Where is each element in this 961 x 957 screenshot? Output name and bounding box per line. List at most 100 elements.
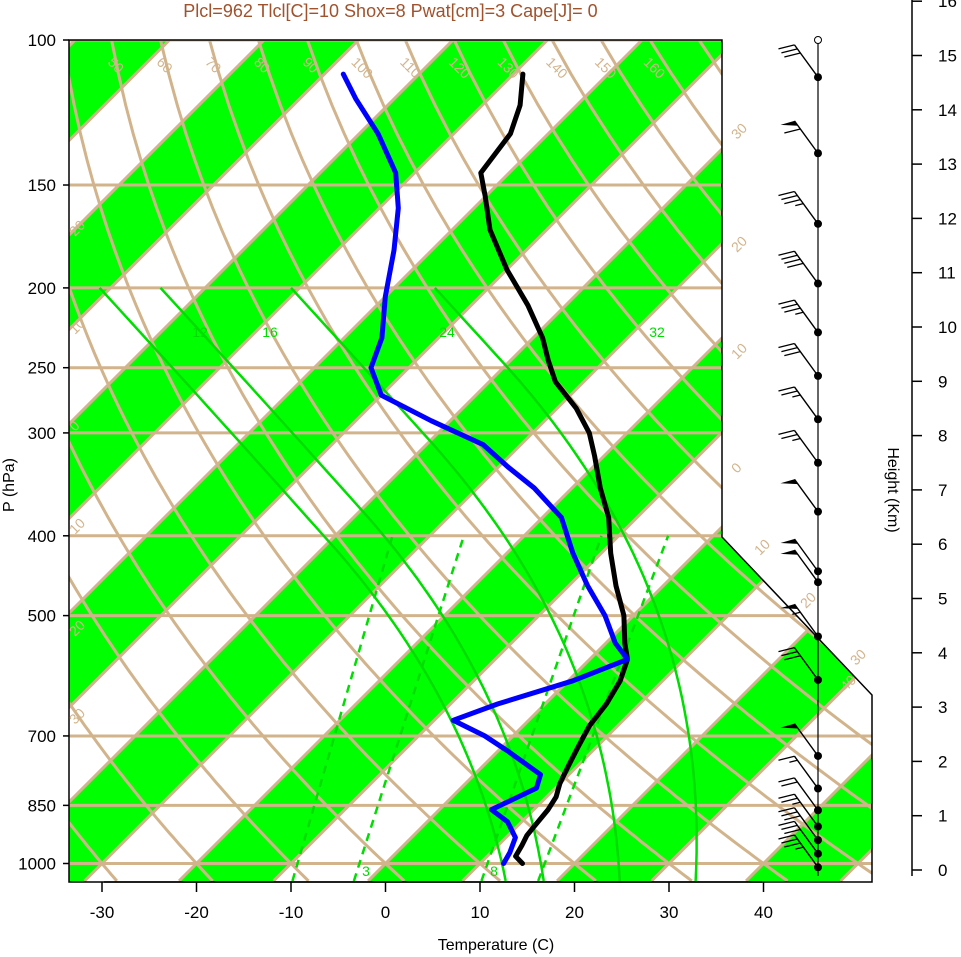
isotherm-line	[650, 40, 872, 882]
title-wrap: Plcl=962 Tlcl[C]=10 Shox=8 Pwat[cm]=3 Ca…	[0, 0, 961, 26]
dry-adiabat	[746, 40, 872, 882]
wind-barb-feather	[778, 834, 795, 840]
temperature-tick-label: -30	[90, 903, 115, 922]
pressure-tick-label: 700	[28, 727, 56, 746]
mixing-ratio-label: 24	[439, 324, 455, 340]
isotherm-line	[0, 2, 18, 881]
isotherm-label: 140	[543, 54, 571, 82]
wind-barb-staff	[793, 250, 819, 284]
wind-barb-feather	[781, 824, 798, 831]
wind-barb-feather	[781, 797, 798, 803]
wind-barb-flag	[780, 120, 798, 126]
wind-barb-feather	[781, 390, 798, 396]
height-tick-label: 1	[938, 807, 947, 826]
wind-barb-half-feather	[792, 437, 801, 442]
height-tick-label: 14	[938, 101, 957, 120]
wind-barb-flag	[780, 549, 798, 555]
pressure-tick-label: 500	[28, 607, 56, 626]
isotherm-band	[69, 40, 419, 881]
mixing-ratio-label: 3	[362, 863, 370, 879]
isotherm-band	[179, 40, 872, 881]
pressure-tick-label: 850	[28, 796, 56, 815]
y-axis-title: P (hPa)	[1, 458, 18, 512]
wind-barb-half-feather	[792, 801, 801, 805]
wind-barb-feather	[778, 299, 795, 305]
chart-title: Plcl=962 Tlcl[C]=10 Shox=8 Pwat[cm]=3 Ca…	[183, 1, 598, 21]
height-tick-label: 3	[938, 698, 947, 717]
height-tick-label: 12	[938, 209, 957, 228]
wind-barb-staff	[793, 834, 819, 868]
wind-barb-feather	[781, 303, 798, 309]
temperature-tick-label: -10	[279, 903, 304, 922]
wind-barb-staff	[793, 44, 819, 78]
pressure-tick-label: 250	[28, 359, 56, 378]
height-tick-label: 8	[938, 427, 947, 446]
wind-barb-feather	[784, 52, 801, 58]
wind-barb-feather	[778, 429, 795, 436]
wind-barb-staff	[793, 478, 819, 513]
theta-label: 0	[728, 459, 745, 476]
isotherm-line	[177, 40, 872, 882]
theta-label: 30	[728, 120, 750, 142]
wind-barb-flag	[780, 604, 798, 610]
wind-barb-feather	[784, 350, 801, 357]
plot-border	[68, 39, 873, 883]
isotherm-band-layer	[69, 40, 872, 881]
height-tick-label: 0	[938, 861, 947, 880]
wind-barb-feather	[778, 190, 795, 197]
dry-adiabat	[159, 40, 789, 882]
wind-barb-half-feather	[792, 394, 801, 398]
height-tick-label: 6	[938, 535, 947, 554]
wind-barb-half-feather	[795, 202, 804, 207]
wind-barb-staff	[793, 120, 819, 154]
temperature-tick-label: 10	[471, 903, 490, 922]
isotherm-line	[69, 40, 776, 882]
temperature-tick-label: -20	[184, 903, 209, 922]
theta-label: 20	[728, 233, 750, 255]
dewpoint-line	[340, 71, 630, 866]
wind-barb-staff	[793, 723, 819, 757]
wind-barb-layer	[778, 36, 822, 876]
x-axis-title: Temperature (C)	[438, 937, 554, 954]
temperature-tick-label: 20	[565, 903, 584, 922]
theta-label: 10	[728, 340, 750, 362]
wind-barb-feather	[781, 811, 798, 817]
wind-barb-half-feather	[792, 611, 801, 615]
pressure-tick-label: 1000	[18, 855, 56, 874]
wind-barb-feather	[781, 651, 798, 657]
height-axis-title: Height (Km)	[884, 447, 901, 532]
height-tick-label: 4	[938, 644, 947, 663]
isotherm-line	[69, 40, 492, 882]
wind-barb-half-feather	[795, 846, 804, 850]
height-tick-label: 2	[938, 752, 947, 771]
wind-barb-feather	[781, 346, 798, 353]
wind-barb-flag	[780, 479, 798, 485]
wind-barb-staff	[793, 386, 819, 420]
wind-barb-half-feather	[789, 759, 798, 763]
wind-barb-feather	[778, 646, 795, 653]
wind-barb-feather	[778, 44, 795, 50]
wind-barb-feather	[778, 386, 795, 392]
wind-barb-staff	[793, 793, 819, 827]
wind-barb-flag	[780, 539, 798, 544]
pressure-tick-label: 300	[28, 424, 56, 443]
sounding-series-layer	[340, 71, 630, 866]
wind-barb-staff	[793, 191, 819, 225]
dry-adiabat	[69, 40, 406, 882]
height-tick-label: 7	[938, 481, 947, 500]
wind-barb-feather	[784, 655, 801, 661]
wind-barb-staff	[793, 777, 819, 811]
wind-barb-feather	[781, 254, 798, 260]
isotherm-line	[555, 40, 872, 882]
temperature-line	[478, 71, 630, 866]
wind-barb-flag	[780, 723, 798, 729]
isotherm-label: 70	[202, 54, 224, 76]
wind-barb-feather	[778, 807, 795, 813]
isotherm-line	[69, 40, 587, 882]
temperature-tick-label: 0	[381, 903, 390, 922]
dry-adiabat	[69, 40, 597, 882]
wind-barb-staff	[793, 299, 819, 333]
wind-barb-feather	[781, 781, 798, 787]
wind-barb-feather	[781, 838, 798, 844]
isotherm-line	[69, 40, 303, 882]
